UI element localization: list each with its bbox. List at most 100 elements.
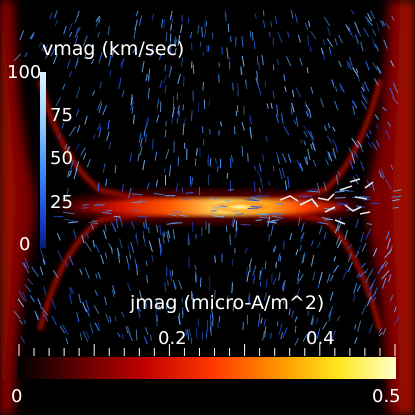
velocity-vector: [355, 173, 359, 180]
velocity-vector: [29, 31, 35, 39]
velocity-vector: [291, 10, 294, 19]
velocity-vector: [288, 308, 291, 316]
velocity-vector: [371, 142, 378, 151]
velocity-vector: [94, 289, 98, 297]
velocity-vector: [350, 9, 355, 15]
velocity-vector: [120, 57, 125, 66]
velocity-vector: [278, 272, 281, 281]
velocity-vector: [250, 195, 261, 198]
velocity-vector: [291, 310, 295, 318]
velocity-vector: [170, 18, 174, 28]
velocity-vector: [69, 293, 72, 305]
velocity-vector: [387, 121, 391, 128]
velocity-vector: [364, 81, 370, 92]
velocity-vector: [109, 316, 112, 323]
velocity-vector: [97, 123, 101, 131]
velocity-vector: [277, 58, 279, 65]
velocity-vector: [386, 238, 391, 249]
velocity-vector: [338, 34, 343, 44]
velocity-vector: [306, 108, 311, 120]
velocity-vector: [235, 220, 238, 232]
velocity-vector: [323, 181, 327, 191]
velocity-vector: [102, 105, 107, 115]
velocity-vector: [41, 46, 45, 51]
velocity-vector: [178, 316, 182, 325]
velocity-vector: [361, 242, 367, 252]
velocity-vector: [91, 224, 94, 230]
velocity-vector: [380, 173, 384, 180]
velocity-vector: [282, 153, 287, 164]
outflow-streaks: [279, 178, 374, 225]
velocity-vector: [99, 81, 102, 89]
velocity-vector: [323, 16, 331, 27]
velocity-vector: [276, 104, 279, 116]
velocity-vector: [287, 31, 290, 38]
velocity-vector: [89, 221, 98, 225]
velocity-vector: [229, 179, 232, 192]
velocity-vector: [290, 107, 293, 115]
velocity-vector: [337, 170, 341, 176]
velocity-vector: [190, 110, 193, 121]
velocity-vector: [68, 126, 77, 137]
velocity-vector: [57, 250, 63, 261]
velocity-vector: [199, 41, 202, 47]
velocity-vector: [185, 329, 187, 336]
velocity-vector: [173, 36, 176, 47]
velocity-vector: [316, 317, 318, 324]
velocity-vector: [77, 10, 80, 17]
velocity-vector: [145, 327, 149, 335]
velocity-vector: [369, 268, 374, 276]
velocity-vector: [150, 334, 152, 341]
velocity-vector: [117, 332, 121, 338]
velocity-vector: [373, 248, 378, 257]
velocity-vector: [277, 253, 281, 262]
velocity-vector: [361, 304, 367, 315]
velocity-vector: [109, 69, 112, 78]
jmag-tick-label: 0.4: [306, 328, 335, 349]
velocity-vector: [121, 311, 125, 318]
velocity-vector: [45, 54, 49, 59]
velocity-vector: [156, 225, 159, 233]
velocity-vector: [197, 24, 200, 34]
velocity-vector: [114, 316, 117, 322]
velocity-vector: [135, 329, 138, 341]
velocity-vector: [91, 58, 95, 65]
velocity-vector: [335, 144, 338, 153]
velocity-vector: [75, 109, 80, 117]
velocity-vector: [357, 140, 363, 147]
velocity-vector: [207, 174, 210, 186]
velocity-vector: [131, 221, 135, 229]
velocity-vector: [62, 83, 66, 90]
velocity-vector: [130, 241, 135, 254]
velocity-vector: [232, 82, 234, 91]
velocity-vector: [253, 275, 256, 284]
velocity-vector: [306, 67, 309, 74]
velocity-vector: [24, 284, 32, 293]
velocity-vector: [210, 305, 213, 317]
velocity-vector: [287, 153, 292, 163]
velocity-vector: [75, 161, 80, 171]
velocity-vector: [164, 64, 167, 72]
velocity-vector: [355, 218, 359, 229]
velocity-vector: [158, 305, 161, 311]
velocity-vector: [256, 169, 263, 181]
velocity-vector: [75, 27, 79, 33]
velocity-vector: [160, 243, 163, 253]
velocity-vector: [97, 322, 100, 328]
velocity-vector: [74, 16, 78, 23]
velocity-vector: [362, 199, 371, 201]
velocity-vector: [162, 232, 165, 244]
velocity-vector: [69, 170, 72, 177]
velocity-vector: [292, 89, 295, 97]
velocity-vector: [340, 84, 345, 93]
velocity-vector: [354, 324, 357, 330]
velocity-vector: [260, 267, 264, 276]
velocity-vector: [360, 232, 364, 243]
velocity-vector: [372, 296, 377, 302]
velocity-vector: [246, 266, 249, 276]
velocity-vector: [107, 26, 110, 36]
vmag-min-label: 0: [19, 234, 31, 255]
velocity-vector: [265, 278, 268, 288]
velocity-vector: [357, 30, 362, 37]
velocity-vector: [68, 32, 73, 38]
